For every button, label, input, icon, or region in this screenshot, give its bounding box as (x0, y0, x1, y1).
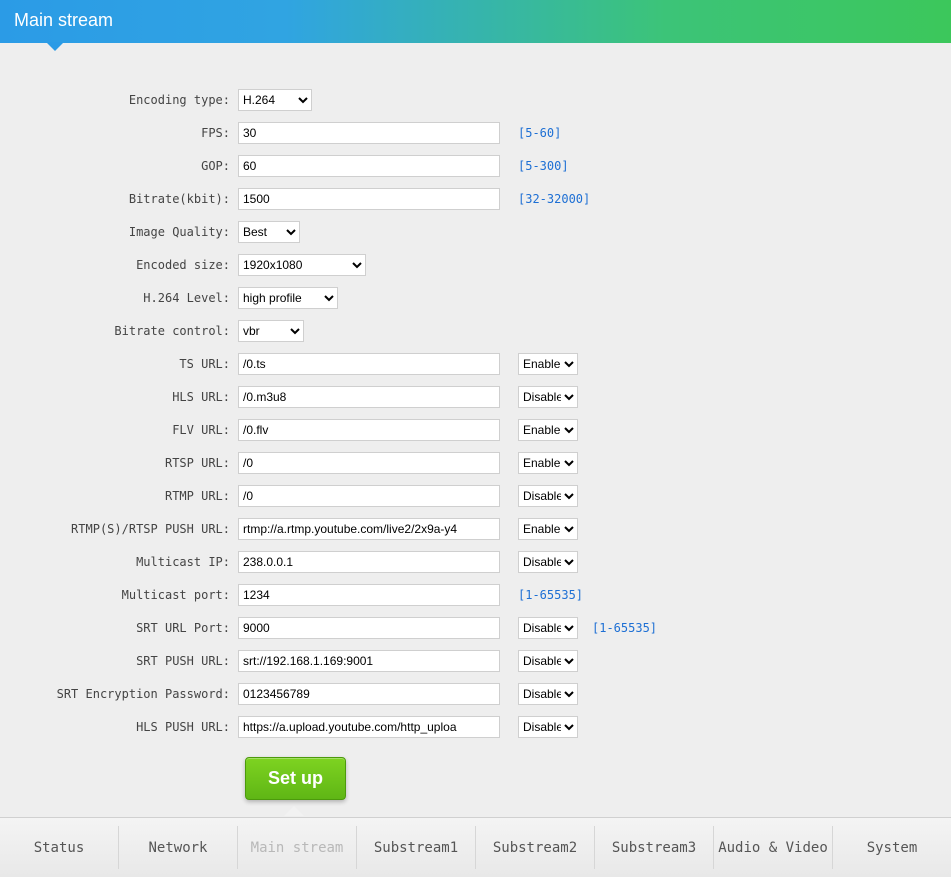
hint-fps: [5-60] (518, 126, 598, 140)
label-flv-url: FLV URL: (0, 423, 238, 437)
label-rtsp-url: RTSP URL: (0, 456, 238, 470)
label-srt-url-port: SRT URL Port: (0, 621, 238, 635)
multicast-ip-input[interactable] (238, 551, 500, 573)
label-hls-push-url: HLS PUSH URL: (0, 720, 238, 734)
label-encoded-size: Encoded size: (0, 258, 238, 272)
h264-level-select[interactable]: high profile (238, 287, 338, 309)
setup-button[interactable]: Set up (245, 757, 346, 800)
hint-gop: [5-300] (518, 159, 598, 173)
form-area: Encoding type: H.264 FPS: [5-60] GOP: [5… (0, 43, 951, 820)
nav-substream2[interactable]: Substream2 (476, 818, 594, 877)
label-bitrate: Bitrate(kbit): (0, 192, 238, 206)
ts-url-toggle[interactable]: Enable (518, 353, 578, 375)
rtsp-url-input[interactable] (238, 452, 500, 474)
flv-url-toggle[interactable]: Enable (518, 419, 578, 441)
srt-enc-pw-input[interactable] (238, 683, 500, 705)
label-srt-enc-pw: SRT Encryption Password: (0, 687, 238, 701)
hls-url-input[interactable] (238, 386, 500, 408)
nav-audio-video[interactable]: Audio & Video (714, 818, 832, 877)
flv-url-input[interactable] (238, 419, 500, 441)
nav-substream1[interactable]: Substream1 (357, 818, 475, 877)
label-multicast-port: Multicast port: (0, 588, 238, 602)
encoding-type-select[interactable]: H.264 (238, 89, 312, 111)
setup-pointer (284, 806, 304, 816)
srt-push-url-input[interactable] (238, 650, 500, 672)
hint-bitrate: [32-32000] (518, 192, 598, 206)
rtmp-url-input[interactable] (238, 485, 500, 507)
nav-system[interactable]: System (833, 818, 951, 877)
nav-status[interactable]: Status (0, 818, 118, 877)
label-fps: FPS: (0, 126, 238, 140)
gop-input[interactable] (238, 155, 500, 177)
bitrate-control-select[interactable]: vbr (238, 320, 304, 342)
header-pointer (46, 42, 64, 51)
srt-push-url-toggle[interactable]: Disable (518, 650, 578, 672)
nav-network[interactable]: Network (119, 818, 237, 877)
label-image-quality: Image Quality: (0, 225, 238, 239)
label-h264-level: H.264 Level: (0, 291, 238, 305)
ts-url-input[interactable] (238, 353, 500, 375)
srt-url-port-toggle[interactable]: Disable (518, 617, 578, 639)
label-encoding-type: Encoding type: (0, 93, 238, 107)
encoded-size-select[interactable]: 1920x1080 (238, 254, 366, 276)
label-rtmp-push-url: RTMP(S)/RTSP PUSH URL: (0, 522, 238, 536)
srt-url-port-input[interactable] (238, 617, 500, 639)
multicast-ip-toggle[interactable]: Disable (518, 551, 578, 573)
hint-srt-url-port: [1-65535] (592, 621, 672, 635)
image-quality-select[interactable]: Best (238, 221, 300, 243)
rtmp-push-url-toggle[interactable]: Enable (518, 518, 578, 540)
fps-input[interactable] (238, 122, 500, 144)
page-title: Main stream (14, 10, 113, 30)
nav-substream3[interactable]: Substream3 (595, 818, 713, 877)
label-ts-url: TS URL: (0, 357, 238, 371)
nav-main-stream[interactable]: Main stream (238, 818, 356, 877)
hls-push-url-toggle[interactable]: Disable (518, 716, 578, 738)
label-gop: GOP: (0, 159, 238, 173)
label-hls-url: HLS URL: (0, 390, 238, 404)
label-srt-push-url: SRT PUSH URL: (0, 654, 238, 668)
hls-url-toggle[interactable]: Disable (518, 386, 578, 408)
rtsp-url-toggle[interactable]: Enable (518, 452, 578, 474)
label-bitrate-control: Bitrate control: (0, 324, 238, 338)
bitrate-input[interactable] (238, 188, 500, 210)
srt-enc-pw-toggle[interactable]: Disable (518, 683, 578, 705)
label-rtmp-url: RTMP URL: (0, 489, 238, 503)
multicast-port-input[interactable] (238, 584, 500, 606)
rtmp-url-toggle[interactable]: Disable (518, 485, 578, 507)
hls-push-url-input[interactable] (238, 716, 500, 738)
page-header: Main stream (0, 0, 951, 43)
label-multicast-ip: Multicast IP: (0, 555, 238, 569)
hint-multicast-port: [1-65535] (518, 588, 598, 602)
bottom-nav: Status Network Main stream Substream1 Su… (0, 817, 951, 877)
rtmp-push-url-input[interactable] (238, 518, 500, 540)
